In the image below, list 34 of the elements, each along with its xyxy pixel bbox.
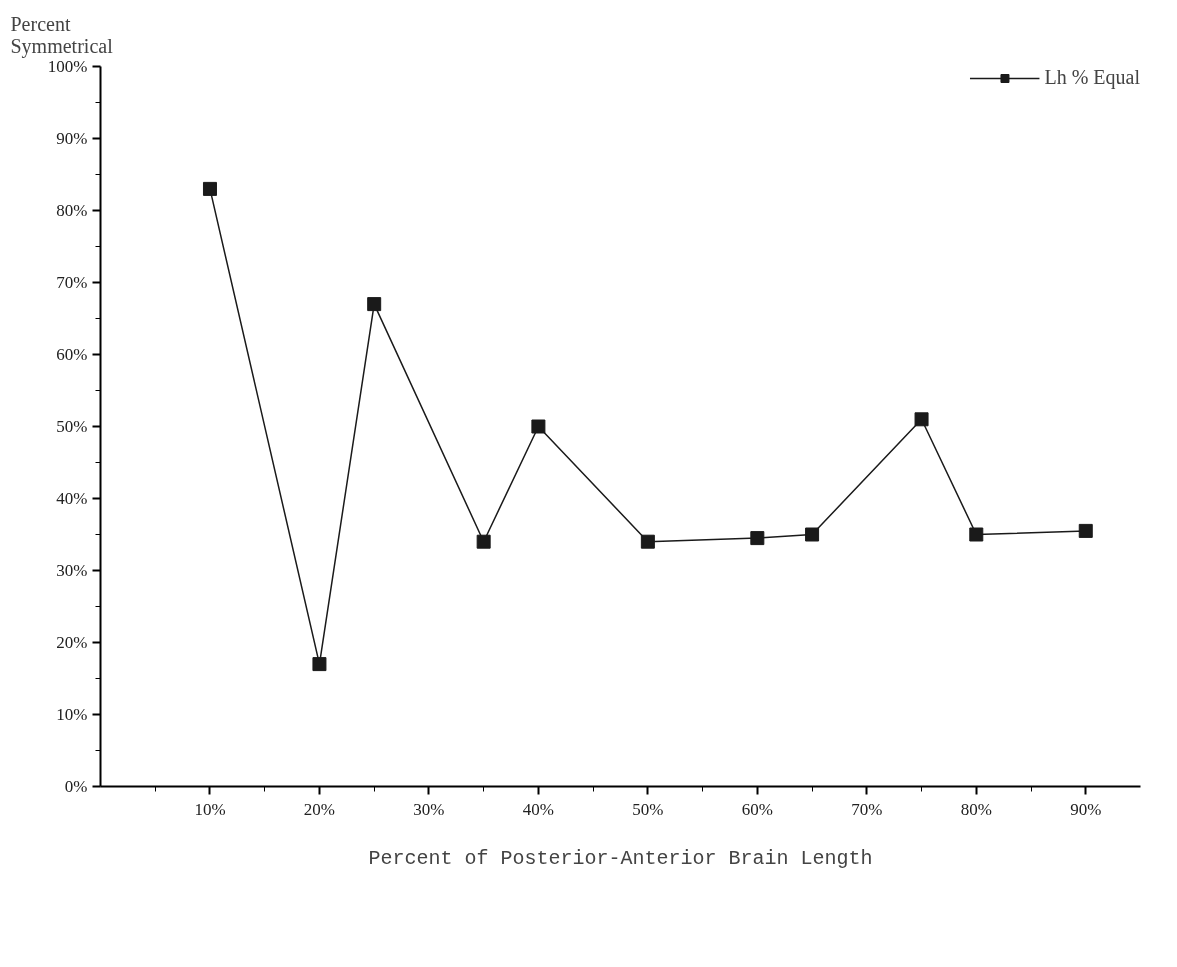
point (312, 657, 327, 672)
x-tick-label: 10% (194, 799, 226, 819)
point (476, 534, 491, 549)
y-tick-label: 100% (47, 57, 88, 76)
legend-label: Lh % Equal (1044, 66, 1140, 89)
y-tick-label: 10% (56, 705, 88, 724)
x-tick-label: 70% (851, 799, 883, 819)
point (367, 297, 382, 312)
x-axis-title: Percent of Posterior-Anterior Brain Length (368, 846, 873, 870)
x-tick-label: 50% (632, 799, 664, 819)
x-tick-label: 40% (522, 799, 554, 819)
y-tick-label: 80% (56, 201, 88, 220)
y-tick-label: 60% (56, 345, 88, 364)
point (914, 412, 929, 427)
x-tick-label: 30% (413, 799, 445, 819)
y-tick-label: 40% (56, 489, 88, 508)
y-tick-label: 0% (64, 777, 88, 796)
y-tick-label: 50% (56, 417, 88, 436)
x-tick-label: 90% (1070, 799, 1102, 819)
y-tick-label: 70% (56, 273, 88, 292)
point (531, 419, 546, 434)
y-tick-label: 90% (56, 129, 88, 148)
point (202, 181, 217, 196)
x-tick-label: 20% (303, 799, 336, 819)
point (750, 531, 765, 546)
y-axis-title: Percent Symmetrical (10, 12, 114, 58)
point (805, 527, 820, 542)
point (640, 534, 655, 549)
x-tick-label: 80% (960, 799, 992, 819)
point (969, 527, 984, 542)
point (1078, 523, 1093, 538)
x-tick-label: 60% (741, 799, 773, 819)
y-tick-label: 30% (56, 561, 88, 580)
y-tick-label: 20% (56, 633, 88, 652)
